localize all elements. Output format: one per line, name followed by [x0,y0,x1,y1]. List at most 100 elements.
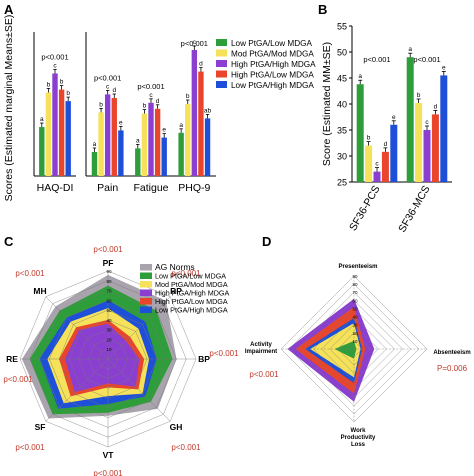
significance-letter: c [375,161,379,168]
radial-tick-label: 70 [106,289,112,294]
significance-letter: b [186,93,190,100]
significance-letter: d [112,87,116,94]
legend-label: Low PtGA/Low MDGA [231,39,313,48]
radial-tick-label: 30 [352,323,358,328]
legend-label: High PtGA/Low MDGA [155,297,228,306]
radar-axis-label: VT [103,450,115,460]
significance-letter: b [143,103,147,110]
legend-label: High PtGA/High MDGA [231,60,316,69]
significance-letter: b [47,81,51,88]
radar-grid-ring [329,324,379,374]
radar-axis-label: RE [6,354,18,364]
y-tick-label: 35 [337,126,347,136]
radial-tick-label: 40 [106,318,112,323]
significance-letter: c [149,92,153,99]
bar [365,145,373,182]
bar [191,50,198,176]
y-tick-label: 30 [337,152,347,162]
panel-a: Scores (Estimated marginal Means±SE) abcb… [3,15,316,202]
radar-axis-label: Activity [250,342,272,348]
bar [98,112,104,176]
x-tick-label: PHQ-9 [178,182,210,194]
p-value-label: p<0.001 [249,370,279,379]
significance-letter: e [119,119,123,126]
p-value-label: p<0.001 [3,375,33,384]
radial-tick-label: 90 [106,269,112,274]
bar [178,132,184,176]
legend-label: Low PtGA/High MDGA [155,306,228,315]
radial-tick-label: 50 [352,306,358,311]
panel-b: Score (Estimated MM±SE) 25 30 35 40 45 50 55 a b c… [321,22,452,234]
y-tick-label: 25 [337,178,347,188]
significance-letter: b [60,79,64,86]
legend-swatch [140,272,152,279]
radar-area [310,323,361,378]
radial-tick-label: 40 [352,315,358,320]
bar [423,130,431,182]
significance-letter: b [417,92,421,99]
legend-swatch [140,289,152,296]
bar [373,171,381,182]
p-value-label: p<0.001 [15,443,45,452]
significance-letter: d [384,141,388,148]
legend-label: Mod PtGA/Mod MDGA [231,50,314,59]
radar-spoke [45,358,109,422]
significance-letter: c [53,62,57,69]
radar-spoke [107,296,171,360]
significance-letter: d [156,98,160,105]
bar [356,84,364,182]
radial-tick-label: 60 [106,298,112,303]
radar-axis-label: Presenteeism [338,264,377,270]
bar [390,124,398,182]
p-value-label: p<0.001 [137,82,164,91]
significance-letter: c [106,83,110,90]
panel-label-b: B [318,2,327,17]
significance-letter: d [199,61,203,68]
bar [406,57,414,183]
x-tick-label: HAQ-DI [37,182,74,194]
radial-tick-label: 20 [106,337,112,342]
significance-letter: a [136,137,140,144]
y-tick-label: 55 [337,22,347,32]
radar-axis-label: GH [170,422,183,432]
radial-tick-label: 80 [106,279,112,284]
p-value-label: p<0.001 [363,55,390,64]
radial-tick-label: 50 [106,308,112,313]
x-tick-label: SF36-PCS [347,184,382,233]
radar-axis-label: Work [351,428,367,434]
bar [135,148,141,176]
radar-axis-label: Productivity [341,435,376,441]
legend-swatch [216,60,227,67]
bar [45,92,52,176]
legend-swatch [140,281,152,288]
radial-tick-label: 60 [352,298,358,303]
p-value-label: P=0.006 [437,364,468,373]
radar-axis-label: BP [198,354,210,364]
bar [111,98,117,176]
bar [440,75,448,182]
y-tick-label: 45 [337,74,347,84]
p-value-label: p<0.001 [41,52,68,61]
bar [185,104,191,176]
radar-axis-label: Loss [351,442,366,448]
legend-swatch [216,70,227,78]
significance-letter: d [434,103,438,110]
y-axis-label: Score (Estimated MM±SE) [321,42,333,166]
significance-letter: a [408,46,412,53]
p-value-label: p<0.001 [171,443,201,452]
radar-axis-label: MH [33,286,46,296]
bar [91,152,98,176]
panel-c: 102030405060708090PFp<0.001RPp<0.001BPp<… [3,245,239,476]
radial-tick-label: 90 [352,274,358,279]
bar [104,94,111,176]
radar-grid-ring [313,308,395,390]
panel-d: 10 20 30 40 50 60 70 80 90 Presenteeism Absenteeis… [245,264,471,448]
radial-tick-label: 80 [352,282,358,287]
radar-axis-label: SF [35,422,46,432]
bar [161,137,167,176]
significance-letter: c [425,119,429,126]
significance-letter: b [367,135,371,142]
panel-label-a: A [4,2,14,17]
significance-letter: a [40,116,44,123]
legend-label: High PtGA/High MDGA [155,289,229,298]
